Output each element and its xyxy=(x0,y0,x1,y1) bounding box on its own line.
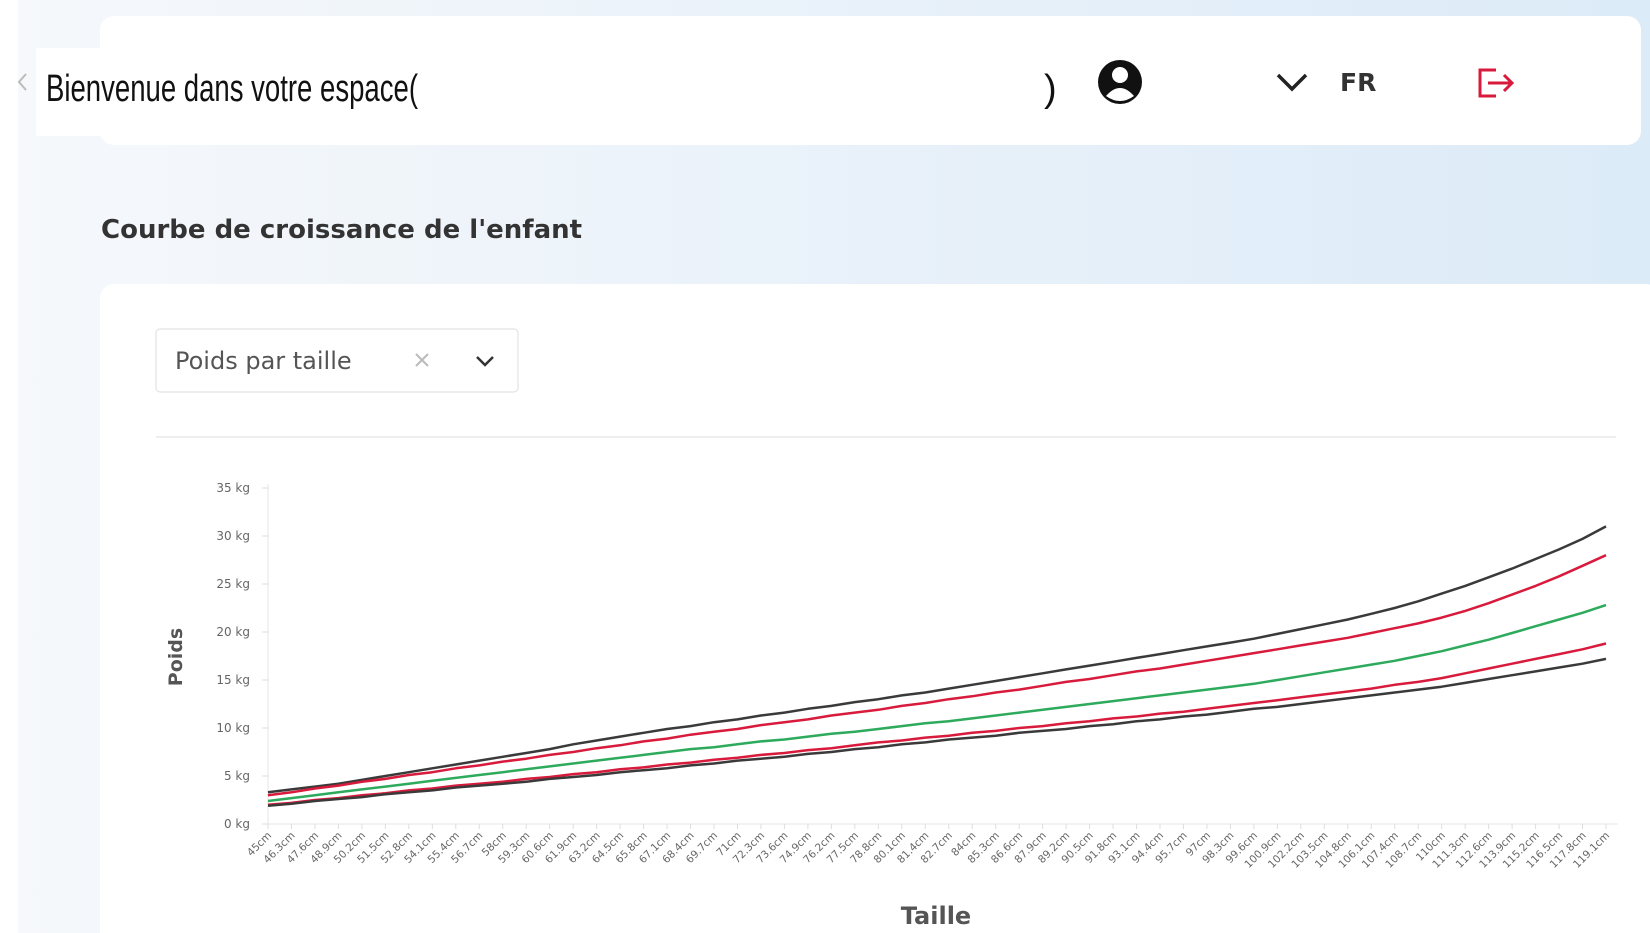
y-axis-label: Poids xyxy=(165,628,187,686)
y-tick-label: 15 kg xyxy=(216,673,250,687)
welcome-text-end: ) xyxy=(1044,68,1057,110)
x-axis-label: Taille xyxy=(901,902,971,930)
y-tick-label: 25 kg xyxy=(216,577,250,591)
selector-chevron[interactable] xyxy=(476,356,494,367)
series-line xyxy=(267,642,1607,807)
welcome-box xyxy=(36,48,1016,136)
chart-card xyxy=(100,284,1650,933)
selector-value: Poids par taille xyxy=(175,347,352,375)
y-tick-label: 0 kg xyxy=(224,817,250,831)
series-line xyxy=(267,657,1607,808)
page-title: Courbe de croissance de l'enfant xyxy=(101,215,582,245)
series-line xyxy=(267,603,1607,803)
y-tick-label: 35 kg xyxy=(216,481,250,495)
series-line xyxy=(267,525,1607,794)
y-tick-label: 5 kg xyxy=(224,769,250,783)
sidebar-edge xyxy=(0,0,18,933)
y-tick-label: 20 kg xyxy=(216,625,250,639)
clear-icon[interactable] xyxy=(415,353,429,367)
language-chevron[interactable] xyxy=(1276,73,1308,92)
language[interactable]: FR xyxy=(1340,68,1376,97)
logout-icon[interactable] xyxy=(1478,68,1515,98)
chart-selector[interactable] xyxy=(155,328,519,393)
user-icon[interactable] xyxy=(1098,60,1142,104)
y-tick-label: 30 kg xyxy=(216,529,250,543)
y-tick-label: 10 kg xyxy=(216,721,250,735)
series-line xyxy=(267,554,1607,797)
welcome-text: Bienvenue dans votre espace( xyxy=(46,68,418,110)
collapse-icon[interactable] xyxy=(17,73,27,91)
